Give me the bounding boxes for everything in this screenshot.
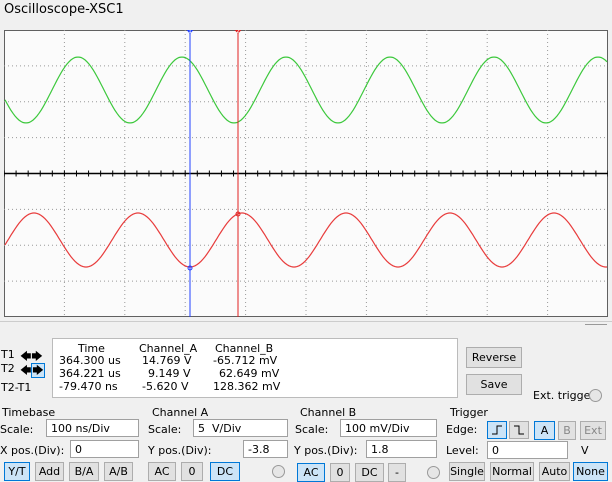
readout-panel <box>52 338 458 398</box>
cursor-1-marker[interactable] <box>185 30 195 34</box>
channel-a-ypos-input[interactable]: -3.8 <box>243 440 288 458</box>
cursor-1-label: 1 <box>188 30 192 35</box>
mode-button[interactable]: B/A <box>69 462 99 481</box>
cursor-2-marker[interactable] <box>233 30 243 34</box>
field-label: Scale: <box>0 423 34 436</box>
reverse-button[interactable]: Reverse <box>466 347 522 368</box>
xpos-input[interactable]: 0 <box>70 440 139 458</box>
t1-arrows[interactable]: 🡄🡆 <box>20 350 43 363</box>
field-label: Edge: <box>446 423 478 436</box>
ext-trigger-radio[interactable] <box>589 389 602 402</box>
rising-edge-icon <box>492 425 502 435</box>
readout-value: -65.712 mV <box>213 354 278 367</box>
coupling-button[interactable]: AC <box>297 463 325 482</box>
section-title: Channel B <box>300 406 357 419</box>
row-label: T1 <box>1 348 15 361</box>
trigger-type-button[interactable]: Auto <box>539 462 570 481</box>
cursor-2-point <box>235 211 241 217</box>
coupling-button[interactable]: 0 <box>330 463 350 482</box>
section-title: Timebase <box>2 406 56 419</box>
row-label: T2-T1 <box>1 381 32 394</box>
channel-a-scale-input[interactable]: 5 V/Div <box>193 419 288 437</box>
mode-button[interactable]: Add <box>35 462 64 481</box>
readout-value: -79.470 ns <box>59 380 118 393</box>
readout-header: Channel_B <box>215 342 274 355</box>
edge-source-button[interactable]: B <box>558 421 576 440</box>
divider <box>0 321 612 322</box>
section-title: Channel A <box>152 406 209 419</box>
readout-value: 62.649 mV <box>219 367 280 380</box>
channel-a-trace <box>4 56 608 124</box>
row-label: T2 <box>1 362 15 375</box>
trigger-type-button[interactable]: Normal <box>490 462 534 481</box>
channel-b-radio[interactable] <box>427 466 440 479</box>
falling-edge-icon <box>514 425 524 435</box>
edge-source-button[interactable]: A <box>534 421 555 440</box>
readout-header: Time <box>78 342 105 355</box>
readout-value: -5.620 V <box>142 380 189 393</box>
field-label: Scale: <box>148 423 182 436</box>
scope-screen: 1 2 <box>4 30 608 317</box>
field-label: Scale: <box>295 423 329 436</box>
field-label: Level: <box>446 444 479 457</box>
timebase-scale-input[interactable]: 100 ns/Div <box>46 419 139 437</box>
coupling-button[interactable]: - <box>388 463 406 482</box>
field-label: Y pos.(Div): <box>294 444 358 457</box>
mode-button[interactable]: A/B <box>104 462 133 481</box>
t2-arrows[interactable]: 🡄🡆 <box>20 363 45 378</box>
window-title: Oscilloscope-XSC1 <box>4 2 124 17</box>
channel-b-trace <box>4 212 607 268</box>
section-title: Trigger <box>450 406 488 419</box>
trigger-type-button[interactable]: Single <box>449 462 485 481</box>
cursor-2-label: 2 <box>236 30 240 35</box>
readout-header: Channel_A <box>139 342 198 355</box>
readout-value: 9.149 V <box>148 367 191 380</box>
mode-button[interactable]: Y/T <box>4 462 30 481</box>
readout-value: 364.300 us <box>59 354 121 367</box>
field-label: X pos.(Div): <box>0 444 65 457</box>
cursor-1-point <box>187 265 193 271</box>
coupling-button[interactable]: DC <box>210 462 240 481</box>
readout-value: 364.221 us <box>59 367 121 380</box>
edge-source-button[interactable]: Ext <box>580 421 606 440</box>
readout-value: 128.362 mV <box>213 380 281 393</box>
channel-b-scale-input[interactable]: 100 mV/Div <box>340 419 437 437</box>
trigger-type-button[interactable]: None <box>573 462 608 481</box>
splitter <box>585 324 607 325</box>
save-button[interactable]: Save <box>466 374 522 395</box>
coupling-button[interactable]: AC <box>148 462 176 481</box>
edge-buttons[interactable] <box>487 421 529 439</box>
field-label: Y pos.(Div): <box>148 444 212 457</box>
channel-b-ypos-input[interactable]: 1.8 <box>366 440 437 458</box>
ext-trigger-label: Ext. trigger <box>533 389 595 402</box>
coupling-button[interactable]: 0 <box>181 462 203 481</box>
readout-value: 14.769 V <box>142 354 192 367</box>
level-input[interactable]: 0 <box>487 441 568 459</box>
level-unit: V <box>581 444 589 457</box>
channel-a-radio[interactable] <box>272 465 285 478</box>
coupling-button[interactable]: DC <box>355 463 384 482</box>
